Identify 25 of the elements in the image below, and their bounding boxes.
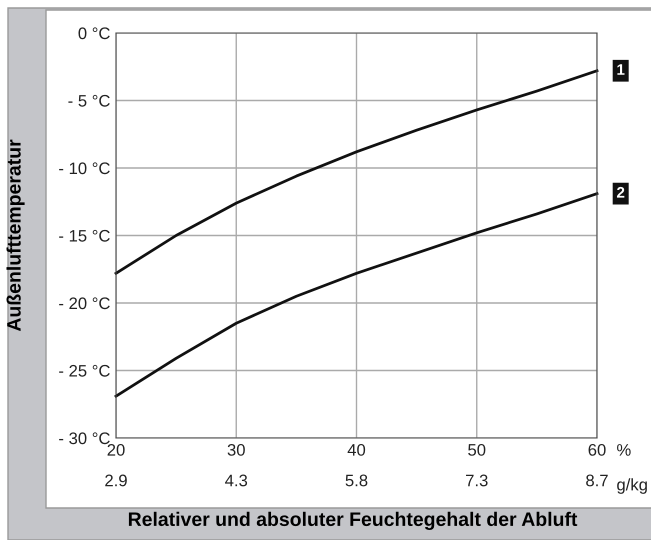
series-label: 1 xyxy=(617,64,625,75)
x2-tick-label: 8.7 xyxy=(586,474,608,486)
y-tick-label: - 5 °C xyxy=(68,94,110,107)
x-tick-label: 20 xyxy=(108,444,125,456)
y-tick-label: - 30 °C xyxy=(59,432,110,444)
line-series xyxy=(114,192,598,398)
x-tick-label: 50 xyxy=(468,444,486,456)
y-tick-label: - 25 °C xyxy=(59,364,110,377)
y-tick-label: - 20 °C xyxy=(59,297,110,310)
x-tick-label: 60 xyxy=(588,444,606,456)
x2-tick-label: 7.3 xyxy=(466,474,488,486)
series-label: 2 xyxy=(616,186,624,198)
x-axis-title: Relativer und absoluter Feuchtegehalt der Abluft xyxy=(128,512,578,530)
x2-tick-label: 5.8 xyxy=(346,474,368,486)
line-series xyxy=(114,69,598,275)
x-tick-label: 40 xyxy=(348,444,366,456)
y-tick-label: - 15 °C xyxy=(59,230,110,242)
x2-tick-label: 2.9 xyxy=(105,474,127,486)
x-tick-label: 30 xyxy=(228,444,245,456)
y-axis-title: Außenlufttemperatur xyxy=(6,140,25,332)
text: % xyxy=(617,444,631,456)
y-tick-label: - 10 °C xyxy=(59,162,110,174)
y-tick-label: 0 °C xyxy=(78,27,110,40)
text: g/kg xyxy=(617,478,647,494)
x2-tick-label: 4.3 xyxy=(225,474,248,486)
